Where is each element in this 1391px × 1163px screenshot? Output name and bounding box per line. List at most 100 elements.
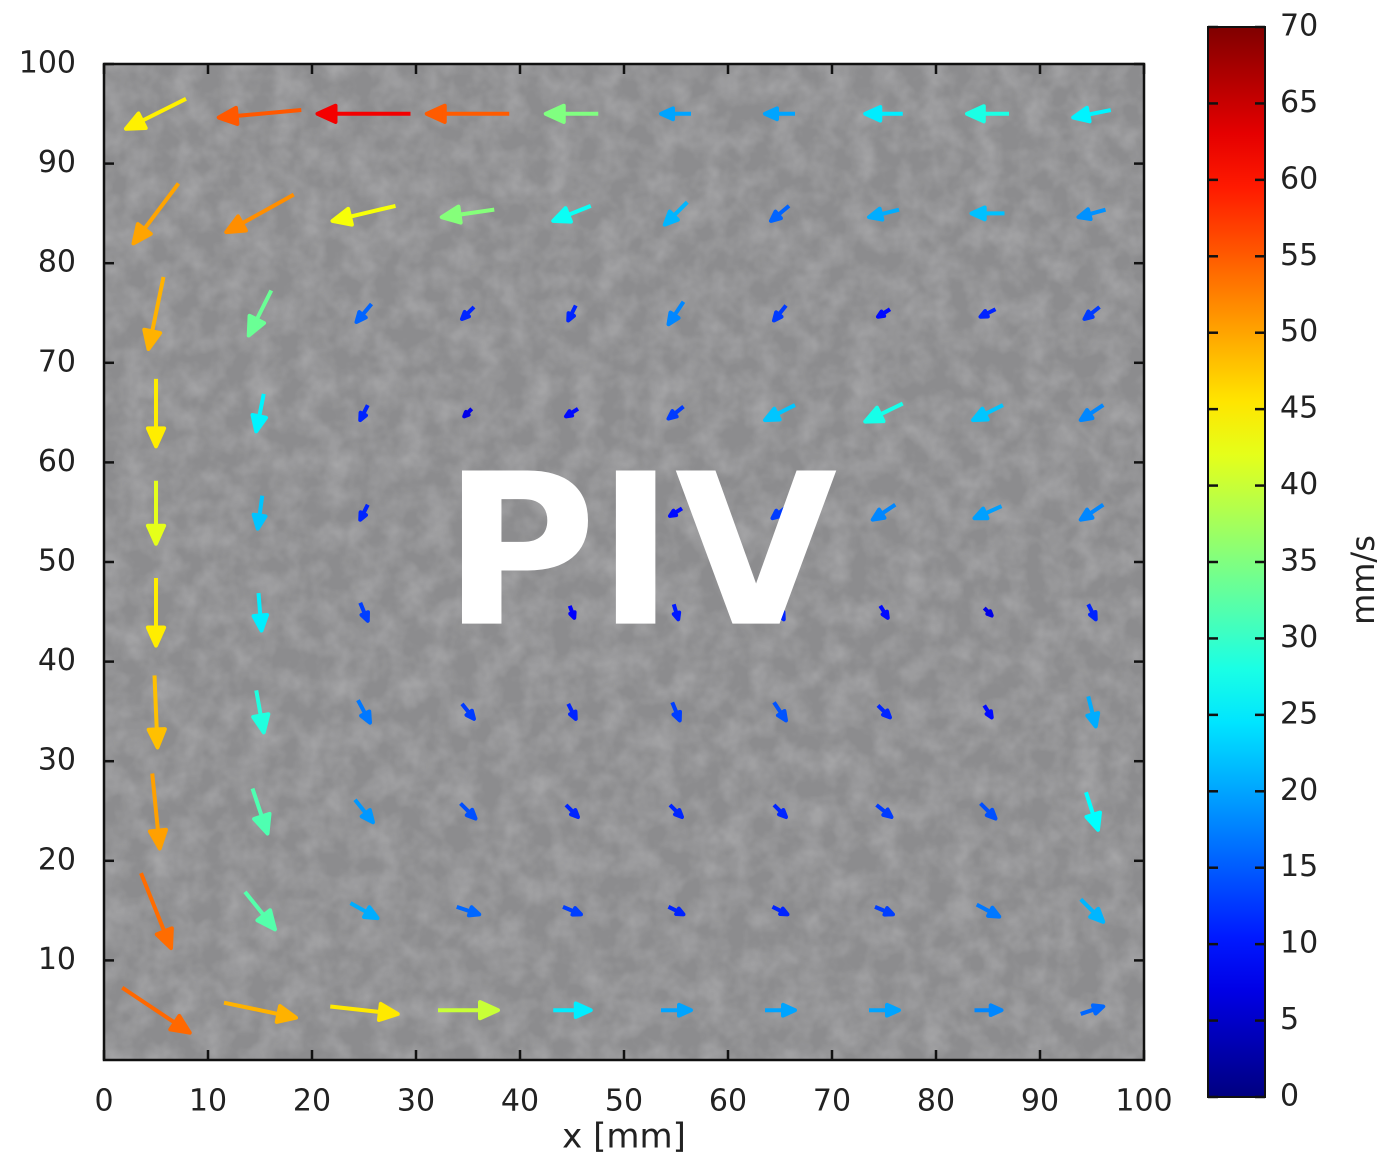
colorbar-tick-label: 5	[1280, 1002, 1299, 1037]
velocity-arrow	[462, 507, 474, 518]
velocity-arrow	[145, 578, 167, 648]
velocity-arrow	[870, 503, 897, 522]
colorbar-tick-label: 10	[1280, 926, 1318, 961]
y-tick-label: 50	[38, 544, 76, 579]
velocity-arrow	[662, 200, 689, 227]
velocity-arrow	[424, 103, 510, 124]
velocity-arrow	[972, 504, 1003, 521]
velocity-arrow	[863, 105, 903, 123]
velocity-arrow	[124, 97, 187, 131]
velocity-arrow	[553, 1001, 593, 1019]
background-texture	[104, 64, 1144, 1060]
velocity-arrow	[1079, 897, 1106, 924]
velocity-arrow	[223, 1000, 298, 1024]
colorbar-tick-label: 65	[1280, 85, 1318, 120]
y-tick-label: 70	[38, 344, 76, 379]
velocity-arrow	[356, 699, 372, 725]
velocity-arrow	[671, 603, 682, 622]
velocity-arrow	[969, 205, 1005, 222]
velocity-arrow	[142, 276, 166, 351]
velocity-arrow	[975, 902, 1002, 919]
velocity-arrow	[330, 1001, 400, 1023]
velocity-arrow	[250, 393, 268, 434]
velocity-arrow	[869, 1002, 901, 1018]
colorbar-tick-label: 30	[1280, 620, 1318, 655]
velocity-arrow	[769, 204, 791, 223]
velocity-arrow	[668, 506, 684, 518]
velocity-arrow	[965, 104, 1009, 124]
velocity-arrow	[251, 592, 270, 633]
x-tick-label: 60	[709, 1084, 747, 1119]
velocity-arrow	[876, 703, 892, 720]
velocity-arrow	[543, 103, 599, 124]
annotation: PIV	[443, 429, 838, 674]
velocity-arrow	[1080, 1003, 1106, 1016]
velocity-arrow	[438, 1000, 500, 1021]
velocity-arrow	[971, 403, 1004, 423]
velocity-arrow	[456, 904, 482, 918]
colorbar-tick-label: 70	[1280, 9, 1318, 44]
velocity-arrow	[562, 905, 583, 917]
colorbar-tick-label: 15	[1280, 849, 1318, 884]
x-tick-label: 70	[813, 1084, 851, 1119]
velocity-arrow	[772, 304, 788, 323]
velocity-arrow	[770, 504, 789, 521]
velocity-arrow	[1086, 603, 1098, 622]
velocity-arrow	[354, 302, 374, 324]
velocity-arrow	[358, 404, 370, 423]
velocity-arrow	[566, 507, 578, 518]
velocity-arrow	[875, 803, 894, 819]
velocity-arrow	[251, 495, 268, 531]
velocity-arrow	[330, 203, 396, 227]
velocity-arrow	[564, 407, 580, 419]
velocity-arrow	[147, 773, 169, 851]
y-tick-label: 60	[38, 444, 76, 479]
y-tick-label: 30	[38, 743, 76, 778]
velocity-arrow	[1085, 695, 1101, 729]
velocity-arrow	[216, 105, 302, 126]
velocity-arrow	[1082, 305, 1101, 321]
velocity-arrow	[358, 503, 370, 522]
velocity-arrow	[763, 106, 795, 122]
velocity-arrow	[874, 905, 895, 917]
velocity-arrow	[666, 300, 686, 327]
x-tick-label: 50	[605, 1084, 643, 1119]
y-tick-label: 80	[38, 245, 76, 280]
x-tick-label: 40	[501, 1084, 539, 1119]
velocity-arrow	[358, 602, 370, 623]
velocity-arrow	[771, 905, 790, 917]
x-tick-label: 20	[293, 1084, 331, 1119]
velocity-arrow	[462, 604, 474, 620]
velocity-arrow	[1071, 105, 1112, 124]
velocity-arrow	[661, 1002, 693, 1018]
vector-field	[121, 97, 1112, 1035]
velocity-arrow	[974, 1003, 1004, 1018]
y-tick-label: 10	[38, 942, 76, 977]
velocity-arrow	[224, 192, 295, 235]
colorbar-tick-label: 25	[1280, 696, 1318, 731]
velocity-arrow	[145, 378, 167, 449]
velocity-arrow	[243, 890, 277, 932]
velocity-arrow	[246, 289, 274, 338]
velocity-arrow	[670, 701, 682, 723]
colorbar-tick-label: 40	[1280, 467, 1318, 502]
velocity-arrow	[251, 690, 271, 735]
colorbar-tick-label: 60	[1280, 161, 1318, 196]
colorbar-tick-label: 20	[1280, 773, 1318, 808]
velocity-arrow	[145, 480, 167, 546]
x-tick-label: 80	[917, 1084, 955, 1119]
y-tick-label: 100	[19, 46, 76, 81]
velocity-arrow	[462, 407, 474, 419]
x-tick-label: 100	[1115, 1084, 1172, 1119]
velocity-arrow	[551, 204, 592, 224]
velocity-arrow	[250, 787, 272, 836]
velocity-arrow	[772, 701, 788, 723]
velocity-arrow	[878, 604, 890, 620]
velocity-arrow	[666, 405, 685, 421]
x-axis-label: x [mm]	[562, 1117, 686, 1157]
velocity-arrow	[439, 204, 495, 225]
velocity-arrow	[763, 403, 796, 423]
x-tick-label: 90	[1021, 1084, 1059, 1119]
velocity-arrow	[667, 905, 686, 917]
